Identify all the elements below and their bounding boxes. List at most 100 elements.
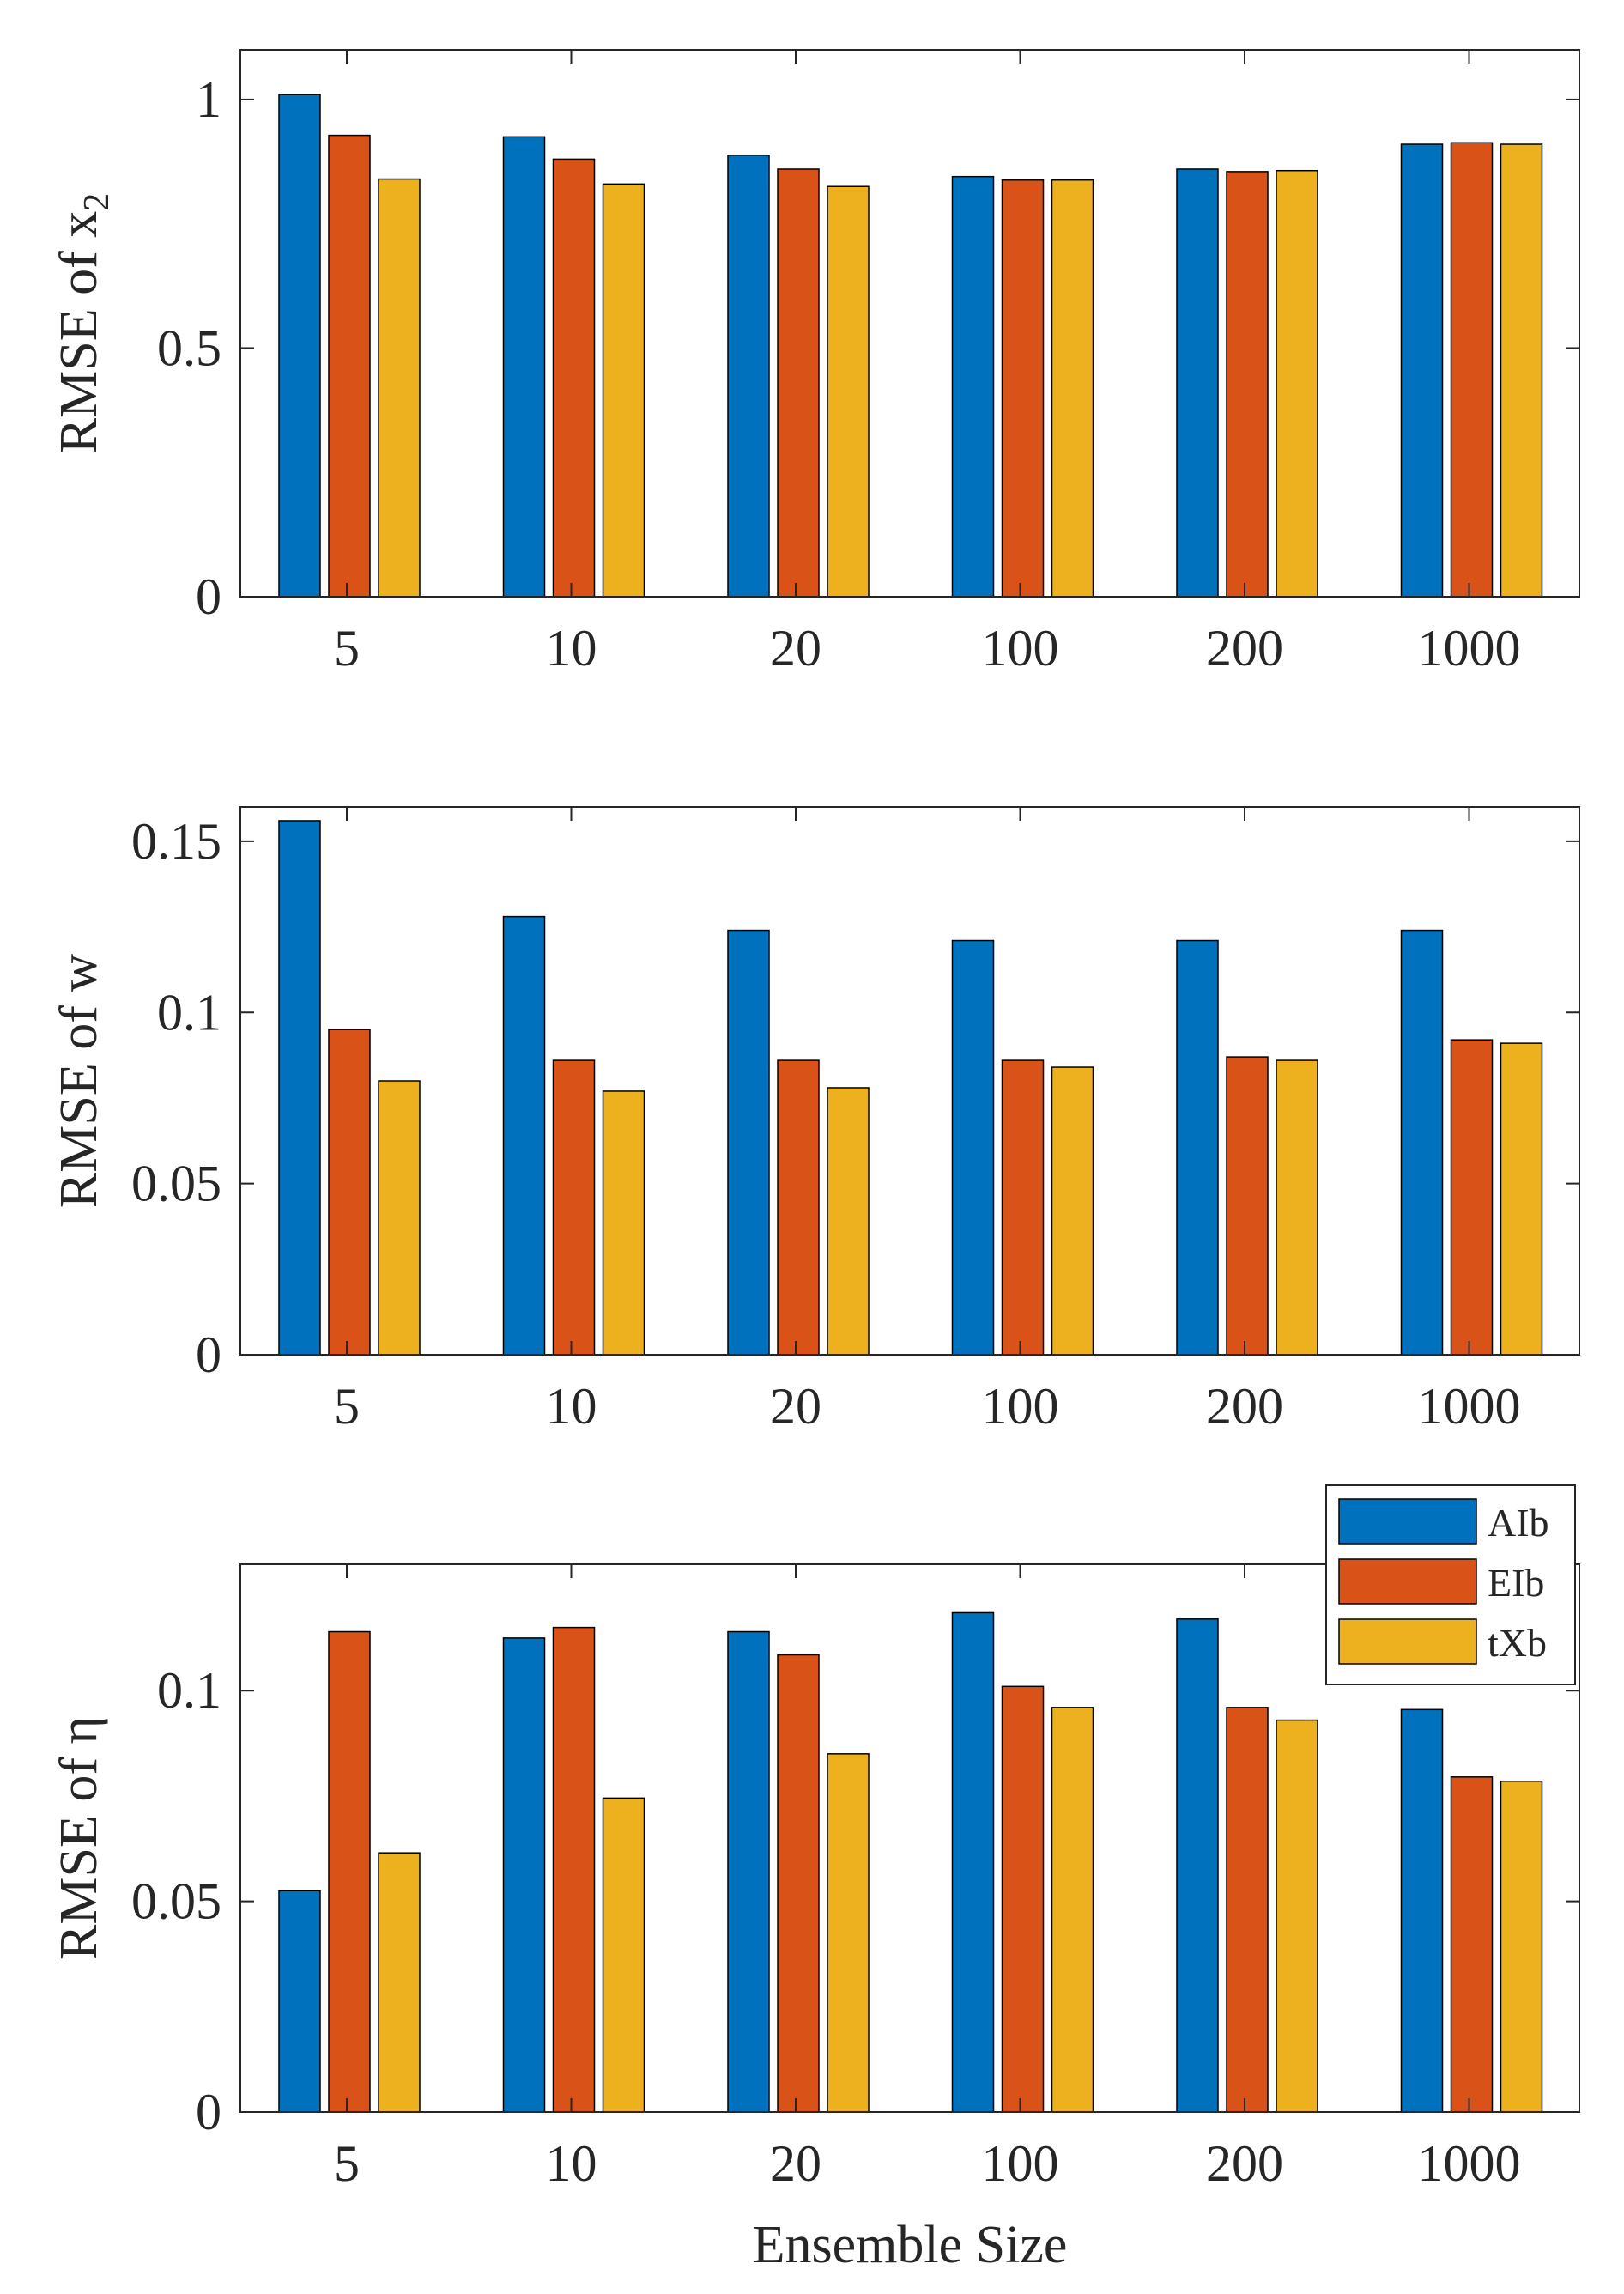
bar-aib-5 — [278, 1890, 321, 2113]
bar-eib-5 — [328, 1029, 371, 1356]
chart-panel-1: 0 0.5 1 5 10 20 100 200 1000 RMSE of x2 — [50, 49, 1580, 677]
x-tick-label: 100 — [982, 620, 1059, 677]
x-tick-label: 5 — [334, 620, 360, 677]
legend-swatch-eib — [1338, 1558, 1477, 1605]
x-axis-label: Ensemble Size — [753, 2216, 1068, 2274]
y-axis-label: RMSE of x2 — [50, 193, 117, 453]
axes-frame — [239, 806, 1580, 1356]
bar-aib-10 — [502, 915, 546, 1356]
bar-aib-5 — [278, 94, 321, 598]
bar-eib-1000 — [1450, 1776, 1494, 2113]
chart-panel-3: 0 0.05 0.1 5 10 20 100 200 1000 RMSE of η Ensemble… — [50, 1563, 1580, 2274]
bar-txb-5 — [378, 178, 421, 598]
bar-eib-10 — [552, 1626, 596, 2113]
y-tick-label: 0 — [196, 1326, 221, 1383]
legend-swatch-txb — [1338, 1618, 1477, 1665]
x-tick-label: 1000 — [1418, 620, 1521, 677]
chart-panel-2: 0 0.05 0.1 0.15 5 10 20 100 200 1000 RMSE of w — [50, 806, 1580, 1435]
x-tick-label: 5 — [334, 1378, 360, 1435]
bar-eib-100 — [1001, 1685, 1045, 2113]
y-axis-label-text: RMSE of η — [50, 1716, 108, 1960]
x-tick-label: 20 — [770, 620, 821, 677]
y-axis-label-text: RMSE of w — [50, 954, 108, 1208]
bar-txb-200 — [1276, 169, 1318, 598]
x-tick-label: 5 — [334, 2135, 360, 2192]
bar-eib-1000 — [1450, 1039, 1494, 1356]
legend: AIb EIb tXb — [1325, 1484, 1576, 1685]
bar-eib-5 — [328, 134, 371, 598]
bar-aib-1000 — [1400, 143, 1444, 598]
bar-aib-100 — [951, 175, 995, 598]
bar-aib-200 — [1176, 1618, 1219, 2113]
bar-eib-200 — [1226, 171, 1269, 598]
axes-frame — [239, 1563, 1580, 2113]
y-axis-label-subscript: 2 — [77, 193, 117, 211]
bar-txb-1000 — [1500, 143, 1543, 598]
bar-eib-1000 — [1450, 142, 1494, 598]
bar-txb-100 — [1051, 1707, 1094, 2113]
bar-eib-5 — [328, 1630, 371, 2113]
y-tick-label: 0 — [196, 2084, 221, 2140]
x-tick-label: 10 — [546, 2135, 597, 2192]
bar-txb-200 — [1276, 1719, 1318, 2113]
bar-aib-1000 — [1400, 1708, 1444, 2113]
x-tick-label: 20 — [770, 1378, 821, 1435]
bar-txb-5 — [378, 1852, 421, 2113]
bar-aib-100 — [951, 1611, 995, 2113]
bar-txb-5 — [378, 1080, 421, 1356]
bar-aib-20 — [727, 929, 770, 1356]
x-tick-label: 20 — [770, 2135, 821, 2192]
bar-txb-100 — [1051, 1066, 1094, 1356]
bar-eib-200 — [1226, 1707, 1269, 2113]
bar-txb-20 — [827, 1087, 870, 1356]
y-tick-label: 1 — [196, 71, 221, 128]
x-tick-label: 200 — [1206, 620, 1283, 677]
axes-frame — [239, 49, 1580, 598]
bar-aib-10 — [502, 1637, 546, 2113]
bar-eib-10 — [552, 158, 596, 598]
bar-txb-20 — [827, 1753, 870, 2113]
y-axis-label-text: RMSE of x — [50, 211, 108, 453]
bar-aib-20 — [727, 1630, 770, 2113]
legend-label-txb: tXb — [1488, 1621, 1547, 1665]
bar-txb-100 — [1051, 179, 1094, 598]
bar-aib-5 — [278, 820, 321, 1356]
bar-eib-100 — [1001, 1059, 1045, 1356]
y-tick-label: 0 — [196, 568, 221, 625]
x-tick-label: 1000 — [1418, 1378, 1521, 1435]
y-axis-label: RMSE of w — [50, 954, 108, 1208]
bar-aib-200 — [1176, 168, 1219, 598]
bar-eib-10 — [552, 1059, 596, 1356]
y-tick-label: 0.15 — [131, 813, 221, 870]
y-tick-label: 0.05 — [131, 1156, 221, 1212]
bar-txb-1000 — [1500, 1042, 1543, 1356]
bar-txb-10 — [602, 1090, 645, 1356]
bar-eib-20 — [777, 168, 820, 598]
bar-aib-20 — [727, 155, 770, 598]
bar-eib-20 — [777, 1654, 820, 2113]
y-axis-label: RMSE of η — [50, 1716, 108, 1960]
legend-swatch-aib — [1338, 1498, 1477, 1545]
x-tick-label: 100 — [982, 2135, 1059, 2192]
bar-aib-10 — [502, 136, 546, 598]
bar-eib-100 — [1001, 179, 1045, 598]
x-tick-label: 1000 — [1418, 2135, 1521, 2192]
x-tick-label: 200 — [1206, 1378, 1283, 1435]
x-tick-label: 100 — [982, 1378, 1059, 1435]
x-tick-label: 200 — [1206, 2135, 1283, 2192]
bar-txb-200 — [1276, 1059, 1318, 1356]
legend-label-eib: EIb — [1488, 1561, 1544, 1605]
y-tick-label: 0.1 — [157, 1662, 221, 1719]
bar-txb-10 — [602, 183, 645, 598]
legend-label-aib: AIb — [1488, 1501, 1549, 1545]
bar-aib-100 — [951, 939, 995, 1356]
bar-aib-200 — [1176, 939, 1219, 1356]
bar-eib-20 — [777, 1059, 820, 1356]
bar-txb-10 — [602, 1797, 645, 2113]
x-tick-label: 10 — [546, 620, 597, 677]
bar-aib-1000 — [1400, 929, 1444, 1356]
bar-eib-200 — [1226, 1056, 1269, 1356]
bar-txb-1000 — [1500, 1780, 1543, 2113]
